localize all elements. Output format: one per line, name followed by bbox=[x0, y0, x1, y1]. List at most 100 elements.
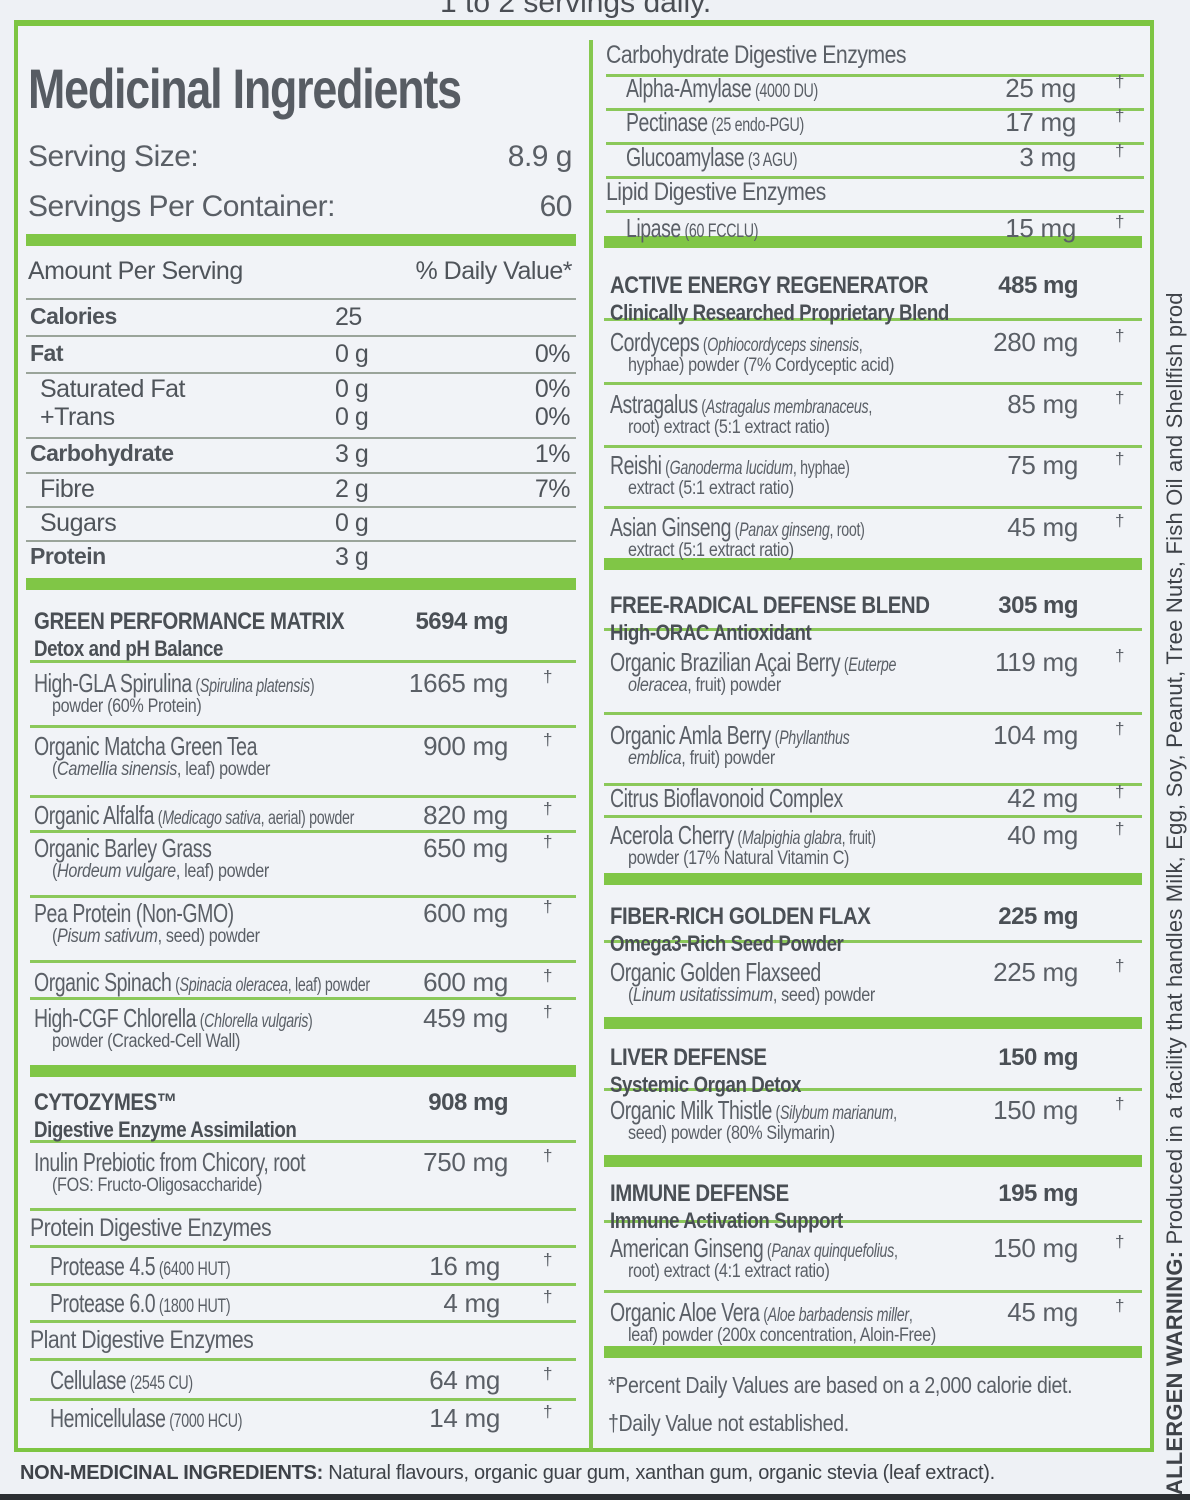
ingredient-note-part: , hyphae) bbox=[792, 458, 850, 479]
ingredient-detail: powder (17% Natural Vitamin C) bbox=[628, 848, 849, 870]
non-medicinal-ingredients: NON-MEDICINAL INGREDIENTS: Natural flavo… bbox=[20, 1462, 995, 1485]
blend-subtitle: Detox and pH Balance bbox=[34, 636, 223, 661]
ingredient-detail: (Camellia sinensis, leaf) powder bbox=[52, 759, 270, 781]
dagger-mark: † bbox=[1115, 1232, 1125, 1251]
ingredient-note: (Panax quinquefolius, bbox=[763, 1241, 898, 1262]
non-medicinal-label: NON-MEDICINAL INGREDIENTS: bbox=[20, 1462, 323, 1484]
ingredient-note-part: Euterpe bbox=[848, 655, 897, 676]
divider-line bbox=[604, 815, 1142, 818]
ingredient-note-part: ( bbox=[701, 397, 706, 418]
blend-amount: 305 mg bbox=[998, 592, 1078, 619]
divider-line bbox=[30, 960, 576, 963]
ingredient-amount: 650 mg bbox=[423, 833, 508, 863]
blend-subtitle: Digestive Enzyme Assimilation bbox=[34, 1117, 297, 1142]
ingredient-note-part: , bbox=[868, 397, 873, 418]
divider-line bbox=[604, 783, 1142, 786]
ingredient-note-part: (3 AGU) bbox=[747, 150, 798, 171]
ingredient-label: Asian Ginseng bbox=[610, 512, 731, 542]
ingredient-amount: 459 mg bbox=[423, 1003, 508, 1033]
dagger-mark: † bbox=[1115, 719, 1125, 738]
thick-divider bbox=[604, 1155, 1142, 1167]
ingredient-amount: 40 mg bbox=[1007, 820, 1078, 850]
ingredient-note-part: emblica bbox=[628, 748, 682, 769]
ingredient-note-part: , leaf) powder bbox=[176, 759, 271, 780]
ingredient-label: Cellulase bbox=[50, 1365, 127, 1395]
ingredient-note-part: , bbox=[858, 335, 863, 356]
ingredient-note: (Ganoderma lucidum, hyphae) bbox=[661, 458, 850, 479]
ingredient-note-part: ( bbox=[52, 861, 58, 882]
ingredient-detail: (Linum usitatissimum, seed) powder bbox=[628, 985, 875, 1007]
dagger-mark: † bbox=[1115, 819, 1125, 838]
divider-line bbox=[30, 795, 576, 798]
fact-amount: 0 g bbox=[335, 340, 369, 368]
ingredient-note-part: , seed) powder bbox=[772, 985, 875, 1006]
ingredient-label: Inulin Prebiotic from Chicory, root bbox=[34, 1147, 306, 1177]
divider-line bbox=[604, 382, 1142, 385]
ingredient-note-part: ( bbox=[52, 926, 58, 947]
amount-per-serving-header: Amount Per Serving bbox=[28, 257, 243, 285]
dagger-mark: † bbox=[1115, 956, 1125, 975]
ingredient-note: (1800 HUT) bbox=[155, 1296, 231, 1317]
divider-line bbox=[26, 335, 576, 337]
ingredient-note-part: oleracea bbox=[628, 675, 688, 696]
ingredient-label: Astragalus bbox=[610, 389, 698, 419]
ingredient-note: (6400 HUT) bbox=[155, 1259, 231, 1280]
blend-amount: 225 mg bbox=[998, 903, 1078, 930]
divider-line bbox=[606, 176, 1144, 179]
ingredient-note-part: hyphae) powder (7% Cordyceptic acid) bbox=[628, 355, 895, 376]
divider-line bbox=[30, 895, 576, 898]
blend-name: ACTIVE ENERGY REGENERATOR bbox=[610, 272, 929, 299]
ingredient-label: Organic Milk Thistle bbox=[610, 1095, 772, 1125]
ingredient-name: Cellulase (2545 CU) bbox=[50, 1365, 193, 1396]
ingredient-name: Organic Spinach (Spinacia oleracea, leaf… bbox=[34, 967, 370, 998]
dagger-mark: † bbox=[543, 730, 553, 749]
fact-label: Calories bbox=[30, 303, 117, 329]
ingredient-note-part: Medicago sativa bbox=[162, 808, 261, 829]
fact-daily-value: 0% bbox=[534, 340, 571, 368]
ingredient-note: (2545 CU) bbox=[126, 1373, 193, 1394]
fact-amount: 0 g bbox=[335, 375, 369, 403]
divider-line bbox=[604, 1088, 1142, 1091]
ingredient-note-part: (FOS: Fructo-Oligosaccharide) bbox=[52, 1175, 263, 1196]
ingredient-note-part: ( bbox=[775, 1103, 781, 1124]
dagger-mark: † bbox=[1115, 212, 1125, 231]
ingredient-note-part: ( bbox=[628, 985, 634, 1006]
bottom-edge bbox=[0, 1494, 1190, 1500]
ingredient-note: (3 AGU) bbox=[744, 150, 798, 171]
footnote-dagger: †Daily Value not established. bbox=[608, 1410, 849, 1436]
dagger-mark: † bbox=[1115, 106, 1125, 125]
dagger-mark: † bbox=[1115, 646, 1125, 665]
ingredient-name: Organic Milk Thistle (Silybum marianum, bbox=[610, 1095, 897, 1126]
divider-line bbox=[30, 1140, 576, 1143]
blend-name: CYTOZYMES™ bbox=[34, 1089, 177, 1116]
ingredient-note-part: (1800 HUT) bbox=[158, 1296, 231, 1317]
enzyme-group-label: Plant Digestive Enzymes bbox=[30, 1326, 254, 1354]
ingredient-name: Hemicellulase (7000 HCU) bbox=[50, 1403, 243, 1434]
ingredient-amount: 42 mg bbox=[1007, 783, 1078, 813]
fact-label: Protein bbox=[30, 543, 106, 569]
ingredient-label: Protease 6.0 bbox=[50, 1288, 156, 1318]
ingredient-note-part: root) extract (4:1 extract ratio) bbox=[628, 1261, 830, 1282]
ingredient-note-part: ( bbox=[199, 1011, 205, 1032]
fact-label: +Trans bbox=[40, 403, 115, 431]
supplement-facts-panel bbox=[14, 20, 1154, 1452]
ingredient-note-part: , bbox=[893, 1103, 897, 1124]
ingredient-name: Pea Protein (Non-GMO) bbox=[34, 898, 234, 929]
dagger-mark: † bbox=[1115, 141, 1125, 160]
blend-amount: 150 mg bbox=[998, 1044, 1078, 1071]
daily-value-header: % Daily Value* bbox=[415, 257, 572, 285]
ingredient-note-part: , fruit) bbox=[841, 828, 876, 849]
ingredient-note-part: Panax ginseng bbox=[739, 520, 830, 541]
ingredient-detail: (FOS: Fructo-Oligosaccharide) bbox=[52, 1175, 262, 1197]
ingredient-amount: 14 mg bbox=[429, 1403, 500, 1433]
fact-label: Fat bbox=[30, 340, 64, 366]
ingredient-note-part: ( bbox=[195, 676, 200, 697]
non-medicinal-text: Natural flavours, organic guar gum, xant… bbox=[322, 1462, 995, 1484]
fact-amount: 3 g bbox=[335, 440, 369, 468]
divider-line bbox=[30, 1398, 576, 1401]
dagger-mark: † bbox=[543, 667, 553, 686]
ingredient-note-part: extract (5:1 extract ratio) bbox=[628, 540, 794, 561]
divider-line bbox=[26, 472, 576, 474]
servings-per-container-value: 60 bbox=[539, 190, 573, 223]
dagger-mark: † bbox=[1115, 511, 1125, 530]
